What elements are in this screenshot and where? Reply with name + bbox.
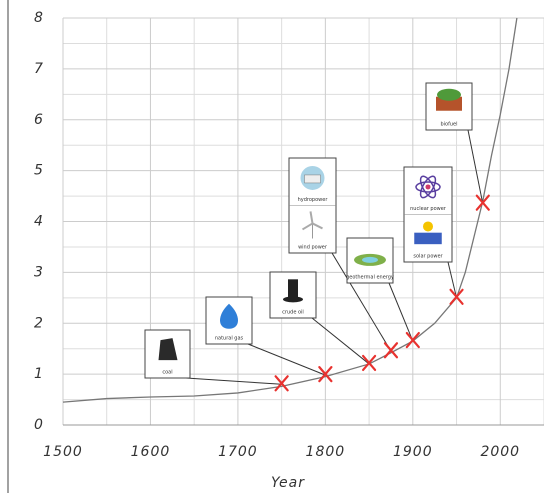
marker	[274, 375, 289, 392]
icon	[436, 96, 462, 111]
marker	[475, 194, 490, 211]
icon	[288, 279, 298, 298]
x-tick-label: 1800	[306, 444, 346, 460]
card-label: nuclear power	[410, 206, 447, 212]
card-label: natural gas	[215, 336, 244, 342]
icon	[419, 175, 437, 199]
icon	[301, 211, 323, 231]
leader-line	[185, 377, 282, 385]
y-tick-label: 7	[34, 61, 44, 77]
card-label: hydropower	[298, 197, 329, 203]
card-label: coal	[162, 370, 172, 376]
leader-line	[247, 343, 326, 376]
icon	[220, 303, 238, 329]
card-label: wind power	[298, 245, 328, 251]
x-tick-label: 1600	[131, 444, 171, 460]
leader-line	[388, 282, 414, 342]
y-tick-label: 1	[34, 366, 44, 382]
x-tick-label: 2000	[480, 444, 520, 460]
y-tick-label: 8	[34, 10, 44, 26]
card-label: solar power	[413, 254, 443, 260]
x-tick-label: 1500	[43, 444, 83, 460]
icon	[413, 232, 443, 245]
y-tick-label: 0	[34, 417, 44, 433]
marker	[361, 354, 377, 372]
x-axis-label: Year	[271, 475, 305, 491]
icon	[419, 175, 437, 199]
y-tick-label: 2	[34, 315, 44, 331]
leader-line	[447, 261, 458, 298]
icon	[362, 256, 378, 263]
x-tick-label: 1900	[393, 444, 433, 460]
card-label: biofuel	[440, 122, 457, 128]
leader-line	[311, 317, 370, 365]
marker	[449, 288, 464, 305]
card-label: geothermal energy	[346, 275, 394, 281]
marker	[405, 331, 420, 349]
marker	[318, 366, 333, 383]
marker	[383, 342, 399, 359]
card-label: crude oil	[282, 310, 304, 316]
leader-line	[331, 252, 392, 352]
icon	[423, 221, 433, 232]
icon	[283, 296, 303, 303]
icon	[415, 181, 441, 193]
icon	[437, 88, 461, 101]
y-tick-label: 4	[34, 214, 44, 230]
y-tick-label: 6	[34, 112, 44, 128]
icon	[158, 338, 178, 361]
icon	[425, 184, 431, 190]
y-tick-label: 3	[34, 264, 44, 280]
icon	[304, 174, 321, 184]
y-tick-label: 5	[34, 163, 44, 179]
x-tick-label: 1700	[218, 444, 258, 460]
leader-line	[467, 129, 484, 204]
